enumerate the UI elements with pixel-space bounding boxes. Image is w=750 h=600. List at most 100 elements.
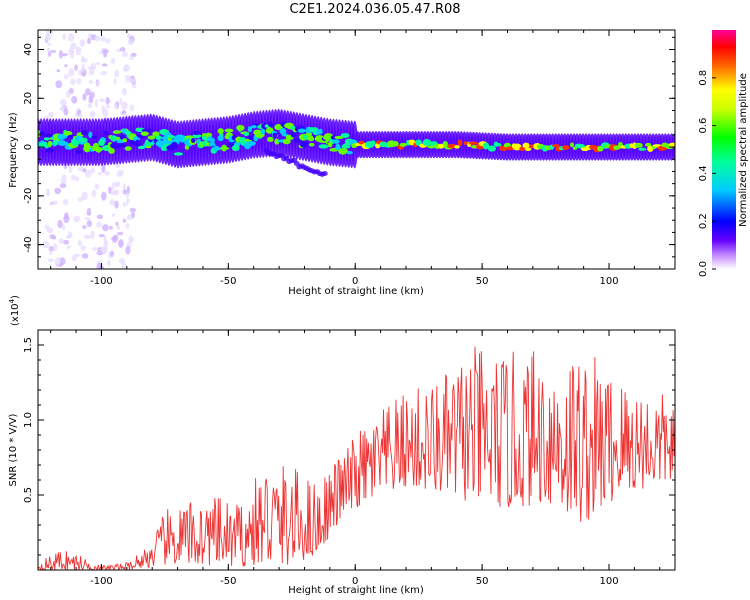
heatmap-cell [112, 130, 121, 134]
heatmap-cell [74, 64, 78, 71]
heatmap-cell [67, 231, 73, 238]
heatmap-cell [71, 95, 78, 104]
snr-ticks: -100 -50 0 50 100 0.5 1.0 1.5 [23, 330, 675, 587]
heatmap-cell [73, 215, 81, 223]
x-tick-label: -100 [90, 576, 113, 587]
heatmap-cell [114, 103, 118, 110]
heatmap-cell [118, 239, 124, 248]
heatmap-cell [290, 131, 298, 138]
heatmap-cell [147, 135, 156, 140]
heatmap-cell [75, 50, 81, 56]
heatmap-cell [82, 93, 87, 101]
heatmap-cell [63, 131, 73, 136]
heatmap-cell [134, 139, 141, 147]
snr-ylabel: SNR (10 * V/V) [8, 413, 19, 486]
heatmap-cell [77, 197, 84, 202]
colorbar-label: Normalized spectral amplitude [738, 73, 749, 227]
heatmap-cell [70, 42, 77, 50]
heatmap-cell [62, 239, 70, 245]
heatmap-cell [57, 219, 63, 229]
heatmap-cell [87, 103, 93, 108]
heatmap-cell [108, 226, 114, 230]
heatmap-cell [192, 131, 202, 135]
heatmap-cell [122, 138, 128, 143]
x-tick-label: 50 [476, 576, 489, 587]
heatmap-cell [96, 221, 102, 228]
heatmap-cell [192, 133, 202, 139]
heatmap-cell [43, 137, 50, 141]
heatmap-cell [78, 137, 88, 143]
colorbar-tick-label: 0.4 [698, 165, 709, 181]
heatmap-cell [129, 55, 134, 60]
heatmap-cell [132, 84, 137, 89]
heatmap-cell [47, 42, 52, 46]
heatmap-cell [634, 142, 643, 148]
y-tick-label: -20 [23, 188, 34, 204]
heatmap-cell [47, 47, 51, 53]
heatmap-cell [105, 105, 111, 109]
heatmap-cell [638, 147, 647, 151]
heatmap-cell [124, 146, 132, 151]
heatmap-cell [73, 253, 81, 257]
heatmap-cell [101, 191, 107, 201]
heatmap-cell [346, 150, 353, 155]
heatmap-cell [335, 145, 341, 150]
heatmap-cell [109, 199, 116, 206]
heatmap-cell [48, 245, 55, 252]
heatmap-cell [47, 50, 52, 57]
heatmap-cell [122, 67, 128, 72]
y-tick-label: 0.5 [23, 487, 34, 503]
heatmap-cell [122, 51, 128, 58]
heatmap-cell [102, 108, 109, 117]
y-tick-label: 0 [23, 144, 34, 150]
heatmap-cell [89, 110, 96, 118]
heatmap-cell [341, 143, 351, 149]
heatmap-cell [83, 234, 91, 240]
colorbar-ticks: 0.0 0.2 0.4 0.6 0.8 [698, 70, 716, 277]
spectrogram-panel: -100 -50 0 50 100 -40 -20 0 20 40 Height of strai… [8, 29, 676, 297]
heatmap-cell [98, 139, 105, 147]
heatmap-cell [53, 243, 58, 252]
heatmap-cell [463, 141, 468, 146]
chart-title: C2E1.2024.036.05.47.R08 [289, 2, 461, 17]
heatmap-cell [126, 214, 133, 221]
heatmap-cell [115, 221, 119, 226]
heatmap-cell [457, 139, 463, 147]
heatmap-cell [58, 49, 63, 59]
heatmap-cell [113, 78, 117, 85]
heatmap-cell [246, 141, 256, 146]
x-tick-label: -50 [220, 276, 236, 287]
heatmap-cell [45, 188, 51, 197]
heatmap-cell [91, 189, 97, 198]
heatmap-cell [122, 218, 127, 223]
x-tick-label: 100 [599, 576, 618, 587]
heatmap-cell [482, 142, 490, 150]
heatmap-cell [84, 217, 91, 221]
heatmap-cell [99, 97, 105, 103]
heatmap-cell [48, 111, 54, 118]
heatmap-cell [88, 95, 94, 103]
heatmap-cell [76, 149, 82, 154]
spectrogram-ylabel: Frequency (Hz) [8, 112, 19, 188]
heatmap-cell [91, 135, 97, 139]
heatmap-cell [105, 96, 110, 105]
heatmap-cell [122, 201, 126, 208]
heatmap-cell [105, 38, 111, 44]
heatmap-cell [327, 141, 333, 148]
heatmap-cell [668, 142, 675, 147]
heatmap-cell [64, 64, 68, 68]
heatmap-cell [98, 234, 105, 238]
heatmap-cell [524, 147, 532, 152]
snr-panel: -100 -50 0 50 100 0.5 1.0 1.5 Height of straigh… [8, 295, 676, 596]
heatmap-cell [114, 200, 119, 209]
heatmap-cell [522, 142, 530, 149]
heatmap-cell [116, 225, 121, 231]
heatmap-cell [56, 69, 61, 73]
heatmap-cell [454, 145, 460, 149]
x-tick-label: 0 [352, 576, 358, 587]
x-tick-label: -50 [220, 576, 236, 587]
heatmap-cell [58, 238, 64, 244]
heatmap-cell [112, 189, 118, 195]
heatmap-cell [211, 146, 221, 150]
heatmap-cell [487, 145, 496, 152]
